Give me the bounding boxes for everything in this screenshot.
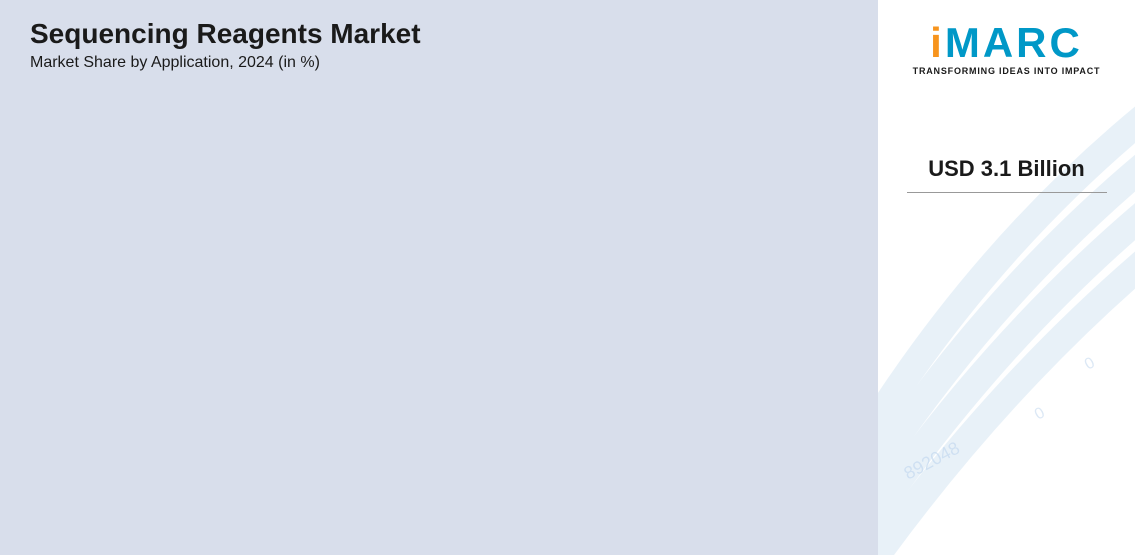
chart-area <box>30 80 848 533</box>
svg-text:0: 0 <box>1032 404 1048 423</box>
side-panel: 892048 0 0 iIMARCMARC TRANSFORMING IDEAS… <box>878 0 1135 555</box>
legend <box>30 533 848 543</box>
brand-logo: iIMARCMARC TRANSFORMING IDEAS INTO IMPAC… <box>913 22 1101 76</box>
logo-text: iIMARCMARC <box>930 22 1083 64</box>
main-panel: Sequencing Reagents Market Market Share … <box>0 0 878 555</box>
chart-subtitle: Market Share by Application, 2024 (in %) <box>30 54 848 72</box>
svg-text:0: 0 <box>1082 354 1098 373</box>
metric-value: USD 3.1 Billion <box>928 156 1084 182</box>
pie-chart <box>254 122 624 492</box>
chart-title: Sequencing Reagents Market <box>30 18 848 50</box>
logo-dot: i <box>930 19 945 66</box>
logo-tagline: TRANSFORMING IDEAS INTO IMPACT <box>913 66 1101 76</box>
divider <box>907 192 1107 193</box>
